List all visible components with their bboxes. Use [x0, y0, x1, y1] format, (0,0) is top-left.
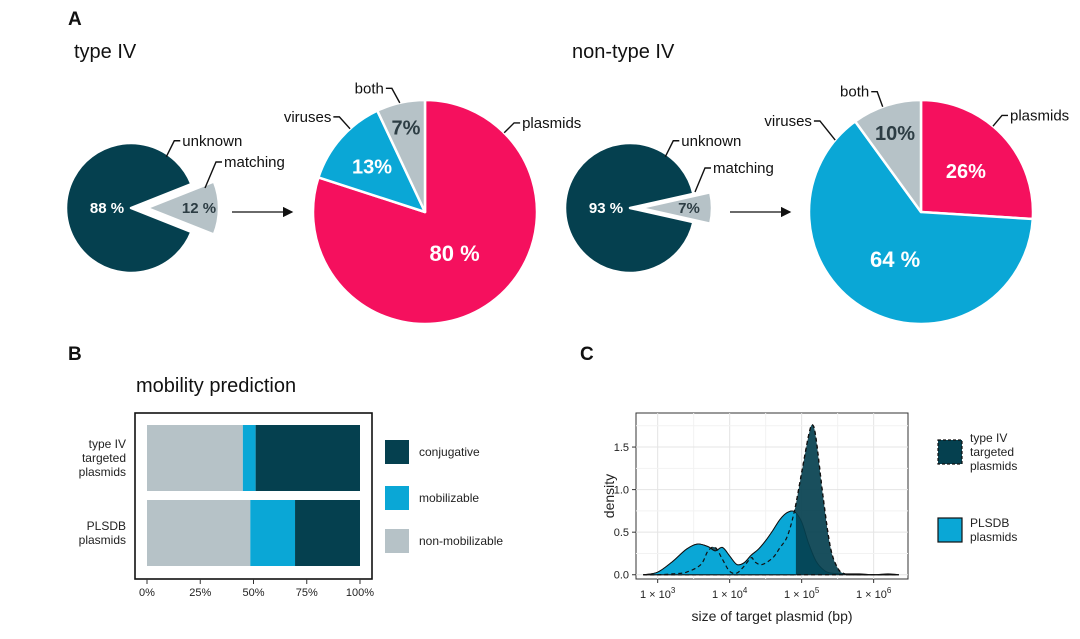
panel-b-letter: B — [68, 344, 82, 365]
type-iv-pie-slice-matching — [145, 180, 221, 236]
bar-1-non-mobilizable — [147, 500, 251, 566]
density-area-plsdb-overlay — [643, 510, 796, 576]
type-iv-pie-unknown-leader — [165, 140, 181, 158]
panel-a-pies: 88 % 12 % unknown matching 80 % plasmids 13% vi… — [64, 80, 1069, 326]
type-iv-breakdown-slice-both — [376, 98, 427, 214]
non-type-iv-breakdown-viruses-pct: 64 % — [870, 247, 920, 272]
bar-legend-label-conjugative: conjugative — [419, 445, 480, 459]
non-type-iv-pie-unknown-pct: 93 % — [589, 200, 623, 217]
non-type-iv-breakdown-slice-viruses — [807, 120, 1035, 326]
type-iv-breakdown-plasmids-label: plasmids — [522, 115, 581, 132]
density-legend-type-iv-label: targeted — [970, 445, 1014, 459]
bar-legend-swatch-non-mobilizable — [385, 529, 409, 553]
bar-0-conjugative — [255, 425, 360, 491]
type-iv-breakdown-slice-viruses — [317, 109, 427, 214]
bar-1-mobilizable — [250, 500, 296, 566]
bar-legend-swatch-mobilizable — [385, 486, 409, 510]
non-type-iv-breakdown-both-leader — [871, 91, 884, 107]
non-type-iv-pie-slice-matching — [638, 191, 714, 225]
non-type-iv-breakdown-slice-both — [853, 98, 923, 214]
density-x-axis-title: size of target plasmid (bp) — [691, 608, 852, 624]
type-iv-breakdown-viruses-leader — [333, 116, 351, 130]
type-iv-breakdown-both-pct: 7% — [391, 118, 420, 140]
type-iv-breakdown-both-label: both — [355, 80, 384, 97]
mobility-title: mobility prediction — [136, 375, 296, 397]
type-iv-breakdown-plasmids-leader — [503, 122, 521, 134]
type-iv-pie-matching-label: matching — [224, 154, 285, 171]
density-xtick-label: 1 × 105 — [784, 586, 820, 601]
non-type-iv-pie-matching-leader — [694, 167, 711, 193]
bar-legend-swatch-conjugative — [385, 440, 409, 464]
bar-1-conjugative — [295, 500, 360, 566]
bar-legend-label-non-mobilizable: non-mobilizable — [419, 534, 503, 548]
bar-0-non-mobilizable — [147, 425, 243, 491]
non-type-iv-breakdown-viruses-label: viruses — [764, 113, 812, 130]
non-type-iv-breakdown-slice-plasmids — [919, 98, 1035, 221]
type-iv-pie-unknown-label: unknown — [182, 133, 242, 150]
non-type-iv-pie-matching-label: matching — [713, 160, 774, 177]
type-iv-pie-unknown-pct: 88 % — [90, 200, 124, 217]
non-type-iv-pie-unknown-leader — [664, 140, 680, 158]
density-ytick-label: 0.5 — [614, 527, 629, 539]
density-legend-plsdb-label: plasmids — [970, 530, 1017, 544]
non-type-iv-pie-unknown-label: unknown — [681, 133, 741, 150]
bar-xtick-label: 25% — [189, 587, 211, 599]
non-type-iv-pie-matching-pct: 7% — [678, 200, 700, 217]
non-type-iv-breakdown-viruses-leader — [813, 120, 836, 141]
density-xtick-label: 1 × 104 — [712, 586, 748, 601]
type-iv-breakdown-both-leader — [385, 87, 401, 104]
bar-category-label-1-1: plasmids — [79, 533, 126, 547]
density-legend-plsdb-label: PLSDB — [970, 516, 1009, 530]
panel-c-letter: C — [580, 344, 594, 365]
panel-a-letter: A — [68, 9, 82, 30]
density-chart: 0.0 0.5 1.0 1.5 1 × 103 1 × 104 1 × 105 1 × 106… — [601, 412, 1017, 624]
non-type-iv-pie-slice-unknown — [563, 141, 695, 275]
non-type-iv-breakdown-both-pct: 10% — [875, 123, 915, 145]
density-xtick-label: 1 × 106 — [856, 586, 892, 601]
density-line-type-iv — [643, 424, 899, 576]
non-type-iv-title: non-type IV — [572, 41, 675, 63]
non-type-iv-breakdown-plasmids-pct: 26% — [946, 161, 986, 183]
non-type-iv-breakdown-both-label: both — [840, 84, 869, 101]
type-iv-breakdown-viruses-label: viruses — [284, 109, 332, 126]
bar-category-label-0-0: type IV — [89, 437, 126, 451]
type-iv-breakdown-plasmids-pct: 80 % — [430, 241, 480, 266]
density-xtick-label: 1 × 103 — [640, 586, 676, 601]
non-type-iv-breakdown-plasmids-leader — [992, 114, 1008, 127]
bar-xtick-label: 75% — [296, 587, 318, 599]
density-legend-type-iv-label: plasmids — [970, 459, 1017, 473]
type-iv-title: type IV — [74, 41, 137, 63]
density-ytick-label: 0.0 — [614, 570, 629, 582]
density-legend-plsdb-swatch — [937, 517, 963, 543]
type-iv-pie-matching-leader — [204, 161, 222, 189]
bar-xtick-label: 50% — [242, 587, 264, 599]
density-legend-type-iv-label: type IV — [970, 431, 1007, 445]
bar-category-label-1-0: PLSDB — [87, 519, 126, 533]
density-legend-type-iv-swatch — [937, 439, 963, 465]
type-iv-pie-slice-unknown — [64, 141, 193, 275]
bar-category-label-0-2: plasmids — [79, 465, 126, 479]
type-iv-breakdown-viruses-pct: 13% — [352, 156, 392, 178]
density-y-axis-title: density — [601, 474, 617, 518]
type-iv-pie-matching-pct: 12 % — [182, 200, 216, 217]
non-type-iv-breakdown-plasmids-label: plasmids — [1010, 107, 1069, 124]
bar-xtick-label: 0% — [139, 587, 155, 599]
density-ytick-label: 1.5 — [614, 442, 629, 454]
bar-0-mobilizable — [242, 425, 256, 491]
bar-category-label-0-1: targeted — [82, 451, 126, 465]
density-ytick-label: 1.0 — [614, 485, 629, 497]
bar-xtick-label: 100% — [346, 587, 374, 599]
bar-legend-label-mobilizable: mobilizable — [419, 491, 479, 505]
